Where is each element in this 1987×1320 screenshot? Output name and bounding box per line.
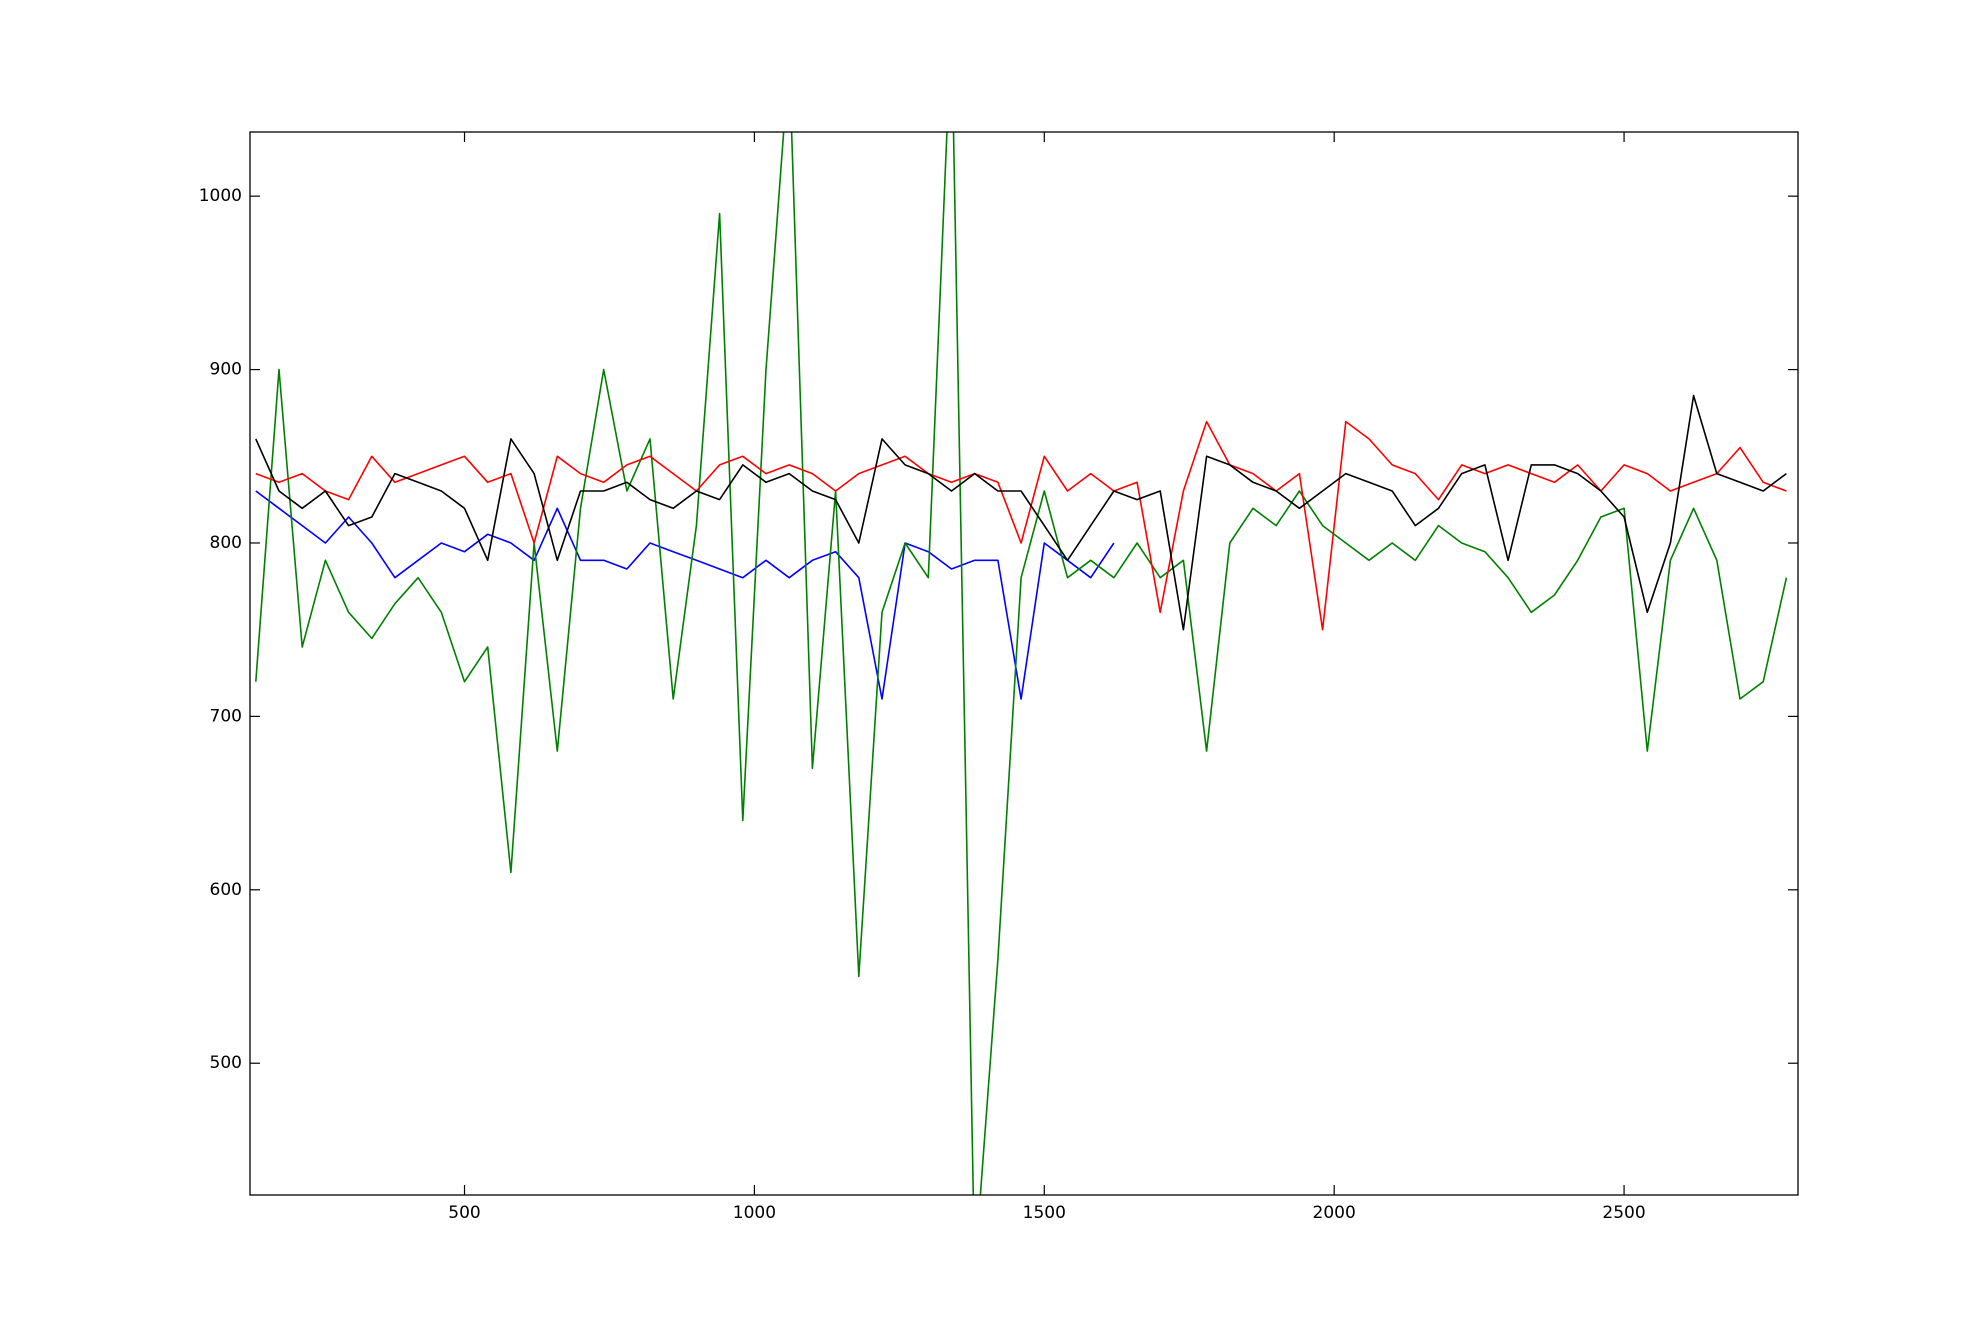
y-tick-label: 600	[210, 880, 242, 900]
plot-area	[255, 132, 1788, 1195]
series-line	[255, 420, 1787, 631]
y-tick-label: 900	[210, 360, 242, 380]
series-line	[255, 394, 1787, 631]
y-tick-label: 700	[210, 706, 242, 726]
y-tick-label: 500	[210, 1053, 242, 1073]
y-tick-label: 800	[210, 533, 242, 553]
x-tick-label: 500	[448, 1203, 480, 1223]
x-tick-label: 1500	[1023, 1203, 1066, 1223]
x-tick-label: 2500	[1602, 1203, 1645, 1223]
series-line	[255, 490, 1115, 700]
axes-frame	[249, 131, 1799, 1196]
x-tick-label: 1000	[733, 1203, 776, 1223]
y-tick-label: 1000	[199, 186, 242, 206]
x-tick-label: 2000	[1313, 1203, 1356, 1223]
series-line	[255, 132, 1788, 1195]
